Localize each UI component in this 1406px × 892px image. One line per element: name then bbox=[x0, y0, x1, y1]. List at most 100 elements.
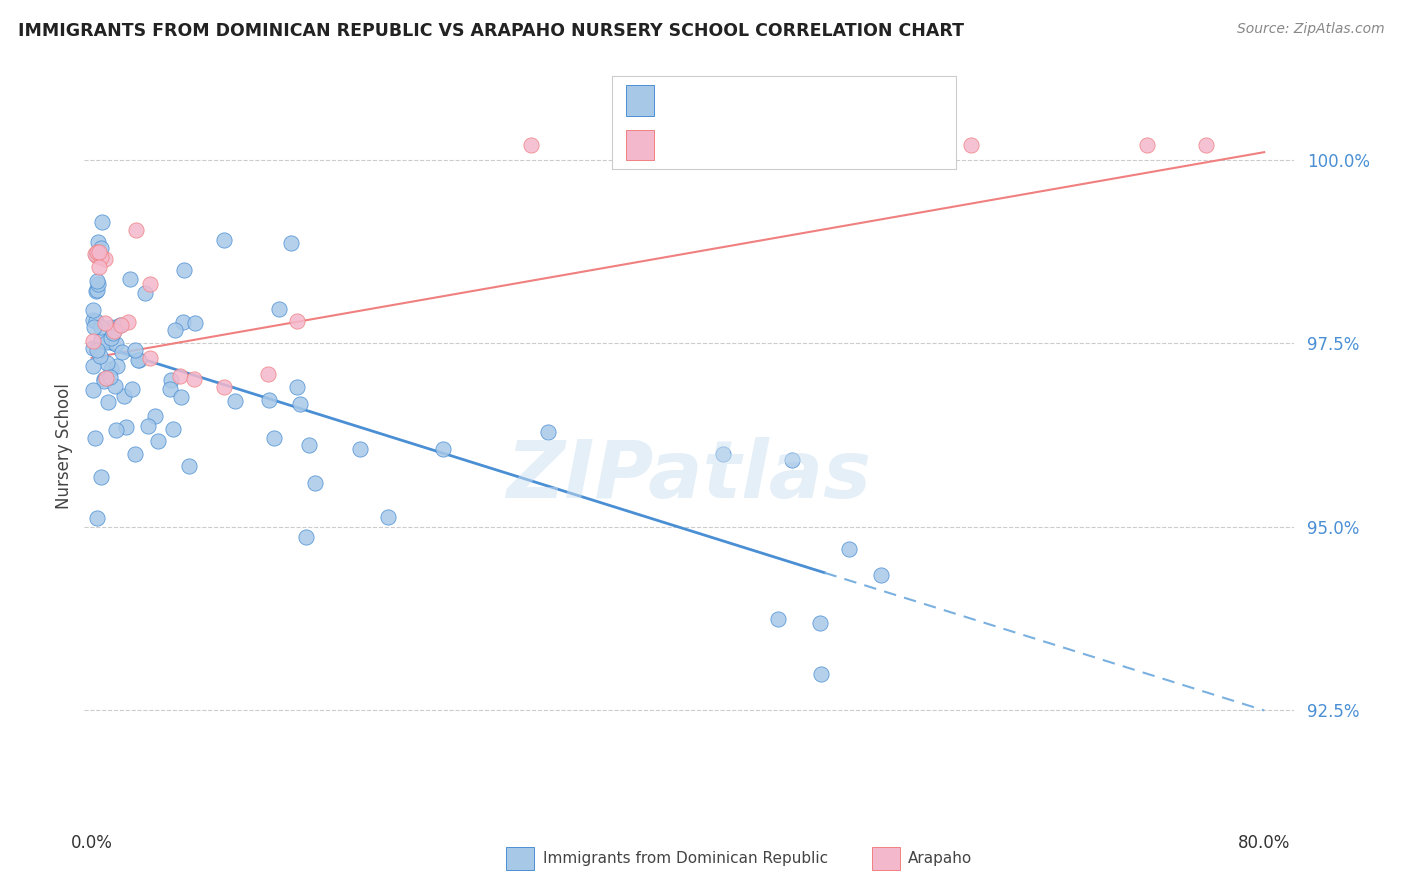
Point bbox=[298, 437, 321, 451]
Point bbox=[134, 286, 156, 301]
Point bbox=[810, 666, 832, 681]
Point bbox=[285, 314, 308, 328]
Point bbox=[86, 245, 108, 260]
Point bbox=[86, 284, 108, 298]
Text: Arapaho: Arapaho bbox=[908, 851, 973, 865]
Point bbox=[214, 233, 236, 247]
Point bbox=[83, 319, 105, 334]
Point bbox=[86, 277, 108, 292]
Point bbox=[104, 378, 127, 392]
Point bbox=[82, 383, 104, 397]
Point bbox=[82, 312, 104, 326]
Point bbox=[104, 319, 127, 334]
Point bbox=[537, 425, 560, 440]
Point bbox=[121, 382, 143, 396]
Point bbox=[100, 362, 122, 376]
Point bbox=[89, 260, 111, 274]
Point bbox=[288, 397, 311, 411]
Point bbox=[94, 252, 117, 266]
Point bbox=[103, 324, 125, 338]
Text: N =: N = bbox=[778, 91, 814, 109]
Point bbox=[84, 248, 107, 262]
Point bbox=[90, 334, 112, 348]
Point bbox=[96, 371, 118, 385]
Point bbox=[177, 459, 200, 474]
Point bbox=[160, 373, 183, 387]
Point bbox=[162, 422, 184, 436]
Point bbox=[111, 345, 134, 359]
Point bbox=[84, 284, 107, 298]
Point bbox=[184, 316, 207, 330]
Point bbox=[87, 245, 110, 260]
Point bbox=[172, 315, 194, 329]
Point bbox=[86, 343, 108, 357]
Point bbox=[769, 137, 792, 152]
Text: R =: R = bbox=[662, 91, 699, 109]
Point bbox=[349, 442, 371, 456]
Point bbox=[127, 352, 149, 367]
Point bbox=[711, 447, 734, 461]
Point bbox=[82, 334, 104, 348]
Point bbox=[782, 453, 804, 467]
Point bbox=[104, 423, 127, 437]
Point bbox=[136, 419, 159, 434]
Point bbox=[89, 349, 111, 363]
Point bbox=[124, 446, 146, 460]
Point bbox=[84, 431, 107, 445]
Point bbox=[96, 334, 118, 349]
Y-axis label: Nursery School: Nursery School bbox=[55, 383, 73, 509]
Text: 0.310: 0.310 bbox=[696, 135, 748, 153]
Point bbox=[101, 326, 124, 340]
Point bbox=[117, 316, 139, 330]
Point bbox=[90, 214, 112, 228]
Point bbox=[86, 248, 108, 262]
Point bbox=[115, 420, 138, 434]
Point bbox=[87, 235, 110, 249]
Point bbox=[97, 394, 120, 409]
Point bbox=[98, 369, 121, 384]
Point bbox=[377, 510, 399, 524]
Point bbox=[212, 380, 235, 394]
Point bbox=[163, 323, 186, 337]
Point bbox=[294, 530, 316, 544]
Text: Immigrants from Dominican Republic: Immigrants from Dominican Republic bbox=[543, 851, 828, 865]
Point bbox=[143, 409, 166, 423]
Point bbox=[110, 318, 132, 332]
Point bbox=[90, 319, 112, 334]
Point bbox=[159, 383, 181, 397]
Point bbox=[93, 372, 115, 386]
Point bbox=[173, 263, 195, 277]
Point bbox=[100, 331, 122, 345]
Point bbox=[520, 137, 543, 152]
Text: IMMIGRANTS FROM DOMINICAN REPUBLIC VS ARAPAHO NURSERY SCHOOL CORRELATION CHART: IMMIGRANTS FROM DOMINICAN REPUBLIC VS AR… bbox=[18, 22, 965, 40]
Text: Source: ZipAtlas.com: Source: ZipAtlas.com bbox=[1237, 22, 1385, 37]
Point bbox=[139, 351, 162, 366]
Point bbox=[82, 342, 104, 356]
Text: 82: 82 bbox=[815, 91, 838, 109]
Point bbox=[105, 359, 128, 373]
Point bbox=[124, 343, 146, 358]
Point bbox=[82, 359, 104, 374]
Point bbox=[304, 476, 326, 491]
Text: ZIPatlas: ZIPatlas bbox=[506, 437, 872, 515]
Point bbox=[257, 393, 280, 408]
Point bbox=[96, 356, 118, 370]
Point bbox=[224, 393, 246, 408]
Point bbox=[766, 612, 789, 626]
Point bbox=[267, 301, 290, 316]
Point bbox=[1136, 137, 1159, 152]
Point bbox=[93, 374, 115, 388]
Point bbox=[105, 337, 128, 351]
Point bbox=[124, 223, 146, 237]
Point bbox=[90, 470, 112, 484]
Point bbox=[86, 274, 108, 288]
Point bbox=[432, 442, 454, 456]
Text: 26: 26 bbox=[815, 135, 838, 153]
Point bbox=[148, 434, 170, 449]
Point bbox=[128, 353, 150, 368]
Point bbox=[100, 320, 122, 334]
Point bbox=[118, 272, 141, 286]
Point bbox=[1194, 137, 1216, 152]
Point bbox=[183, 372, 205, 386]
Text: R =: R = bbox=[662, 135, 699, 153]
